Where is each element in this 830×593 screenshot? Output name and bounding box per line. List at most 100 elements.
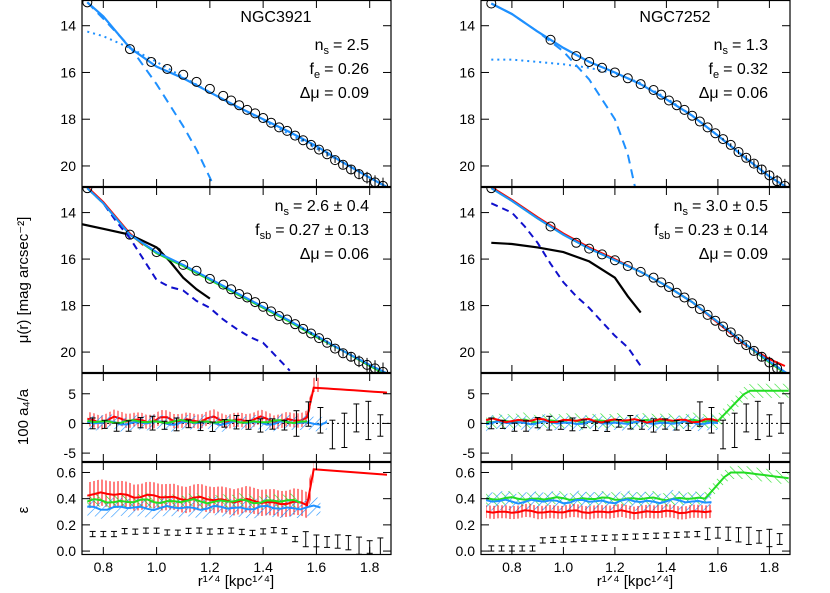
axes-ngc3921-fit: 14 16 18 20 [60, 0, 392, 188]
data-point [322, 337, 333, 348]
galaxy-ngc3921 [82, 0, 391, 555]
data-point [338, 159, 349, 170]
data-point [725, 139, 736, 150]
data-point [250, 297, 261, 308]
data-point [362, 172, 373, 183]
annotation-fraction: fsb = 0.23 ± 0.14 [654, 222, 768, 242]
y-tick-label: 16 [459, 64, 475, 80]
x-tick-label: 1.2 [200, 559, 220, 575]
data-point [702, 122, 713, 133]
data-point [756, 351, 767, 362]
data-point [687, 298, 698, 309]
data-point [226, 95, 237, 106]
y-tick-label: 0.0 [57, 543, 77, 559]
data-point [266, 117, 277, 128]
y-tick-label: 0.4 [456, 491, 476, 507]
epsilon-panel-marks [86, 462, 388, 555]
data-point [191, 76, 202, 87]
a4-panel-marks [82, 377, 391, 450]
plot-axes: 14 16 18 20 14 16 18 20 -5 0 5 0.0 0.2 0.4 0.6 0.8 1.0 1.… [57, 0, 791, 575]
data-point [346, 351, 357, 362]
data-point [656, 89, 667, 100]
data-point [250, 108, 261, 119]
data-point [733, 146, 744, 157]
data-point [718, 134, 729, 145]
data-point [306, 139, 317, 150]
a4-green-line [87, 418, 308, 425]
data-point [597, 249, 608, 260]
x-tick-label: 1.6 [307, 559, 327, 575]
ylabel-epsilon: ε [15, 506, 32, 513]
data-point [694, 304, 705, 315]
data-point [330, 343, 341, 354]
bulge-component-line [490, 2, 637, 187]
y-tick-label: 16 [60, 64, 76, 80]
axes-ngc7252-fit: 14 16 18 20 [459, 0, 791, 188]
epsilon-red-line [87, 468, 388, 507]
fit-panel-marks [82, 0, 390, 187]
axes-ngc7252-a4: -5 0 5 [463, 372, 791, 463]
y-tick-label: 18 [60, 298, 76, 314]
data-point [306, 328, 317, 339]
axes-frame [81, 461, 392, 556]
total-fit-line [490, 2, 789, 187]
x-tick-label: 1.4 [657, 559, 677, 575]
data-point [314, 333, 325, 344]
y-tick-label: 14 [60, 18, 76, 34]
y-tick-label: 18 [459, 298, 475, 314]
data-point [290, 319, 301, 330]
y-tick-label: 0.0 [456, 543, 476, 559]
disk-component-line [491, 58, 789, 187]
black-profile-line [491, 241, 642, 314]
data-point [162, 63, 173, 74]
y-tick-label: 20 [60, 344, 76, 360]
plot-content [82, 0, 790, 555]
x-tick-label: 1.6 [708, 559, 728, 575]
annotation-delta-mu: Δμ = 0.06 [699, 85, 768, 102]
profile-panel-marks [82, 187, 389, 373]
profile-panel-marks [486, 187, 789, 373]
axes-frame [81, 0, 392, 188]
data-point [702, 309, 713, 320]
data-point [597, 62, 608, 73]
dashed-profile-line [86, 187, 291, 372]
blue-profile-line [490, 187, 789, 373]
black-profile-line [82, 223, 211, 300]
data-point [82, 0, 93, 8]
data-point [82, 187, 93, 194]
data-point [748, 345, 759, 356]
data-point [234, 100, 245, 111]
data-point [378, 180, 389, 187]
data-point [671, 100, 682, 111]
axes-ngc7252-colors: 14 16 18 20 [459, 186, 791, 374]
data-point [314, 144, 325, 155]
data-point [146, 56, 157, 67]
annotation-delta-mu: Δμ = 0.06 [300, 246, 369, 263]
y-tick-label: 0.4 [57, 491, 77, 507]
x-tick-label: 0.8 [94, 559, 114, 575]
axes-ngc3921-a4: -5 0 5 [64, 372, 392, 463]
data-point [779, 180, 790, 187]
annotation-delta-mu: Δμ = 0.09 [699, 246, 768, 263]
data-point [756, 164, 767, 175]
data-point [290, 130, 301, 141]
data-point [622, 73, 633, 84]
data-point [710, 128, 721, 139]
epsilon-panel-marks [485, 465, 789, 552]
galaxy-ngc7252 [481, 0, 790, 552]
y-tick-label: -5 [64, 445, 77, 461]
data-point [748, 158, 759, 169]
axes-frame [480, 186, 791, 374]
y-tick-label: 14 [459, 18, 475, 34]
y-tick-label: 0 [467, 415, 475, 431]
epsilon-blue-line [87, 504, 321, 512]
data-point [741, 152, 752, 163]
annotation-sersic-index: ns = 1.3 [714, 37, 769, 57]
x-tick-label: 1.0 [554, 559, 574, 575]
epsilon-green-line [485, 471, 789, 502]
figure-labels: μ(r) [mag arcsec⁻²] 100 a₄/a ε r¹ᐟ⁴ [kpc… [15, 217, 673, 590]
x-tick-label: 1.0 [147, 559, 167, 575]
data-point [710, 315, 721, 326]
epsilon-red-line [485, 509, 712, 515]
